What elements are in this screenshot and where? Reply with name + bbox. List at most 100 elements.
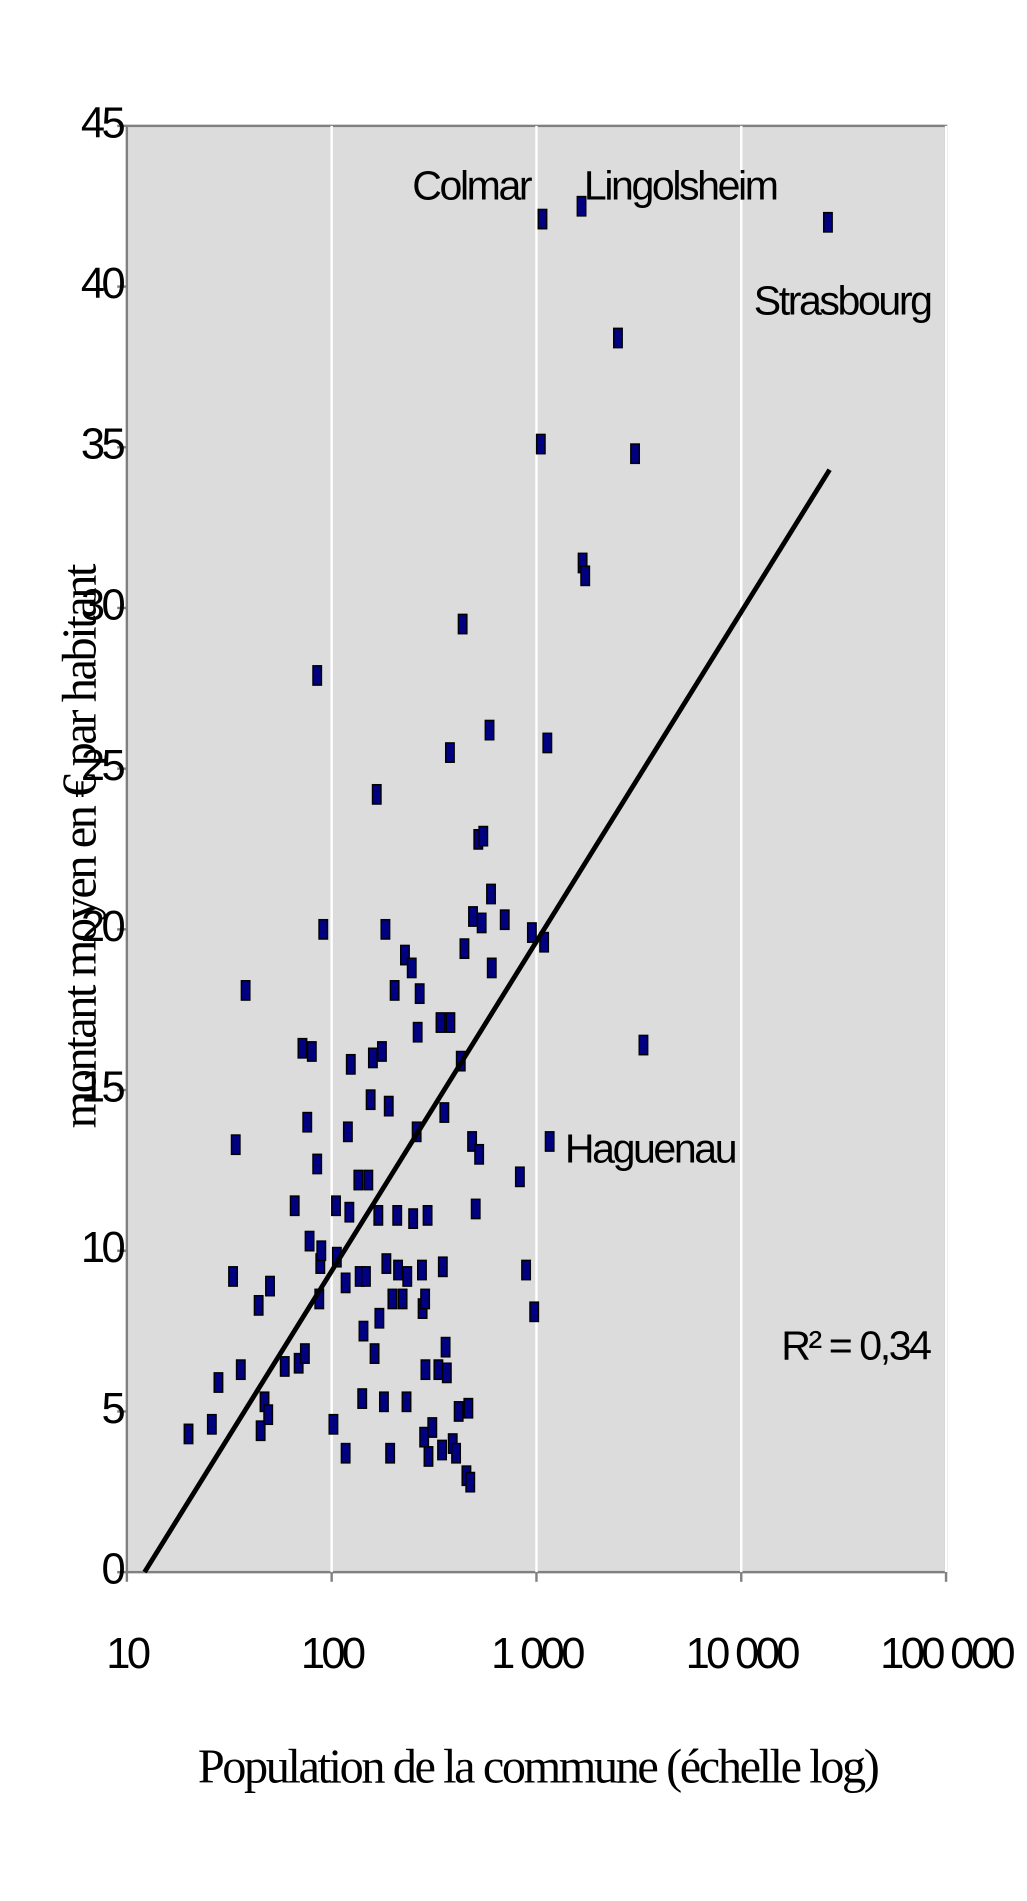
data-point xyxy=(580,565,591,587)
data-point xyxy=(213,1372,224,1393)
data-point xyxy=(369,1343,380,1364)
data-point xyxy=(476,912,487,934)
data-point xyxy=(484,719,495,741)
data-point xyxy=(463,1397,474,1419)
data-point xyxy=(306,1041,317,1062)
data-point xyxy=(427,1417,438,1438)
data-point xyxy=(367,1047,378,1069)
data-point xyxy=(363,1169,374,1191)
data-point xyxy=(385,1442,396,1464)
data-point xyxy=(470,1198,481,1220)
data-point xyxy=(630,443,641,465)
data-point xyxy=(437,1256,448,1278)
y-tick-label: 15 xyxy=(81,1064,125,1112)
data-point xyxy=(265,1275,275,1297)
x-tick-label: 10 000 xyxy=(686,1630,800,1678)
data-point xyxy=(414,983,425,1005)
data-point xyxy=(437,1439,448,1461)
data-point xyxy=(822,211,833,233)
data-point xyxy=(331,1195,341,1217)
data-point xyxy=(451,1442,462,1464)
data-point xyxy=(353,1169,364,1191)
data-point xyxy=(402,1266,413,1287)
y-tick-label: 5 xyxy=(101,1385,124,1433)
data-point xyxy=(318,918,329,940)
data-point xyxy=(439,1102,450,1123)
data-point xyxy=(255,1420,266,1442)
data-point xyxy=(206,1413,217,1435)
data-point xyxy=(383,1095,394,1117)
trend-line xyxy=(142,468,832,1574)
y-axis-label: montant moyen en € par habitant xyxy=(54,563,107,1128)
data-point xyxy=(279,1356,290,1377)
data-point xyxy=(444,742,455,763)
data-point xyxy=(467,1131,478,1152)
data-point xyxy=(263,1404,274,1426)
data-point xyxy=(529,1301,540,1323)
data-point xyxy=(340,1442,351,1464)
data-point xyxy=(435,1012,446,1033)
data-point xyxy=(440,1336,451,1358)
data-point xyxy=(445,1012,456,1033)
data-point xyxy=(468,906,478,927)
data-point xyxy=(360,1266,371,1287)
data-point xyxy=(419,1426,430,1448)
data-point xyxy=(576,195,587,217)
data-point xyxy=(465,1471,476,1493)
data-point xyxy=(304,1230,315,1252)
data-point xyxy=(365,1089,376,1111)
data-point xyxy=(297,1037,308,1059)
data-point xyxy=(514,1166,525,1188)
data-point xyxy=(457,613,468,635)
data-point xyxy=(376,1041,387,1062)
data-point xyxy=(302,1111,313,1133)
data-point xyxy=(638,1034,649,1056)
data-point xyxy=(406,957,417,979)
data-point xyxy=(486,883,496,905)
y-tick-label: 40 xyxy=(81,260,125,308)
data-point xyxy=(499,909,510,931)
data-point xyxy=(373,1205,384,1226)
data-point xyxy=(441,1362,452,1384)
x-tick-label: 10 xyxy=(106,1630,150,1678)
data-point xyxy=(521,1259,532,1281)
data-point xyxy=(542,732,553,754)
data-point xyxy=(401,1391,412,1413)
data-point xyxy=(358,1320,369,1342)
annotation: Haguenau xyxy=(565,1126,736,1172)
data-point xyxy=(230,1134,241,1156)
data-point xyxy=(393,1259,404,1281)
data-point xyxy=(408,1208,419,1229)
data-point xyxy=(420,1359,431,1381)
annotation: Colmar xyxy=(412,163,532,209)
data-point xyxy=(345,1053,356,1075)
annotation: Strasbourg xyxy=(754,277,931,323)
data-point xyxy=(387,1288,398,1310)
data-point xyxy=(535,433,546,455)
y-tick-label: 20 xyxy=(81,903,125,951)
data-point xyxy=(422,1205,433,1226)
y-tick-label: 0 xyxy=(101,1546,124,1594)
data-point xyxy=(453,1401,464,1422)
data-point xyxy=(486,957,497,979)
data-point xyxy=(392,1205,403,1226)
data-point xyxy=(381,1253,392,1274)
data-point xyxy=(412,1021,423,1043)
y-tick-label: 35 xyxy=(81,421,125,469)
data-point xyxy=(357,1388,368,1409)
x-tick-label: 100 000 xyxy=(880,1630,1014,1678)
data-point xyxy=(420,1288,431,1310)
x-tick-label: 100 xyxy=(301,1630,365,1678)
data-point xyxy=(612,327,623,349)
data-point xyxy=(378,1391,389,1413)
data-point xyxy=(478,825,489,847)
x-axis-label: Population de la commune (échelle log) xyxy=(198,1741,878,1794)
annotation: Lingolsheim xyxy=(584,163,777,209)
data-point xyxy=(397,1288,408,1310)
data-point xyxy=(340,1272,351,1294)
y-tick-label: 30 xyxy=(81,581,125,629)
data-point xyxy=(253,1294,264,1316)
data-point xyxy=(344,1201,355,1223)
data-point xyxy=(235,1359,246,1381)
data-point xyxy=(380,918,391,940)
